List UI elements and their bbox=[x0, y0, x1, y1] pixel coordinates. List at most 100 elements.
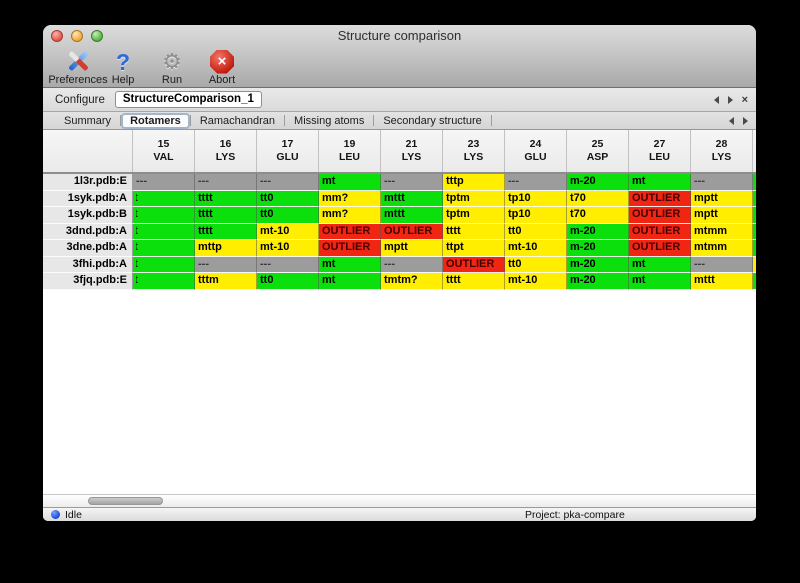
rotamer-cell[interactable]: tttt bbox=[195, 190, 257, 207]
minimize-window-button[interactable] bbox=[71, 30, 83, 42]
rotamer-cell[interactable]: --- bbox=[381, 256, 443, 273]
rotamer-cell[interactable]: mptt bbox=[381, 240, 443, 257]
column-header-15[interactable]: 15 VAL bbox=[133, 130, 195, 172]
column-header-27[interactable]: 27 LEU bbox=[629, 130, 691, 172]
rotamer-cell[interactable]: t bbox=[133, 256, 195, 273]
rotamer-cell[interactable]: mt bbox=[629, 256, 691, 273]
rotamer-cell[interactable]: OUTLIER bbox=[319, 223, 381, 240]
rotamer-cell[interactable]: t bbox=[133, 190, 195, 207]
rotamer-cell[interactable]: mm? bbox=[319, 207, 381, 224]
rotamer-cell[interactable]: mtmm bbox=[691, 223, 753, 240]
rotamer-cell[interactable]: mt-10 bbox=[505, 240, 567, 257]
rotamer-cell[interactable]: mttt bbox=[381, 190, 443, 207]
rotamer-cell[interactable]: mptt bbox=[691, 207, 753, 224]
scrollbar-thumb[interactable] bbox=[88, 497, 163, 505]
row-label[interactable]: 3dne.pdb:A bbox=[43, 240, 133, 257]
rotamer-cell[interactable]: tttt bbox=[195, 223, 257, 240]
rotamer-cell[interactable]: --- bbox=[381, 174, 443, 191]
rotamer-cell[interactable]: tp10 bbox=[505, 207, 567, 224]
column-header-21[interactable]: 21 LYS bbox=[381, 130, 443, 172]
row-label[interactable]: 3dnd.pdb:A bbox=[43, 223, 133, 240]
rotamer-cell[interactable]: tttp bbox=[443, 174, 505, 191]
close-window-button[interactable] bbox=[51, 30, 63, 42]
row-label[interactable]: 1l3r.pdb:E bbox=[43, 174, 133, 191]
preferences-button[interactable]: Preferences bbox=[45, 49, 111, 86]
rotamer-cell[interactable]: mt bbox=[319, 174, 381, 191]
rotamer-cell[interactable]: mm? bbox=[319, 190, 381, 207]
titlebar[interactable]: Structure comparison bbox=[43, 25, 756, 47]
rotamer-cell[interactable]: m-20 bbox=[567, 240, 629, 257]
rotamer-cell[interactable]: mttt bbox=[691, 273, 753, 290]
zoom-window-button[interactable] bbox=[91, 30, 103, 42]
rotamer-cell[interactable]: tttt bbox=[443, 223, 505, 240]
rotamer-cell[interactable]: --- bbox=[133, 174, 195, 191]
column-header-17[interactable]: 17 GLU bbox=[257, 130, 319, 172]
rotamer-cell[interactable]: --- bbox=[195, 256, 257, 273]
rotamer-cell[interactable]: m-20 bbox=[567, 273, 629, 290]
rotamer-cell[interactable]: tptm bbox=[443, 207, 505, 224]
rotamer-cell[interactable]: --- bbox=[195, 174, 257, 191]
tab-ramachandran[interactable]: Ramachandran bbox=[199, 114, 276, 127]
column-header-24[interactable]: 24 GLU bbox=[505, 130, 567, 172]
column-header-16[interactable]: 16 LYS bbox=[195, 130, 257, 172]
configure-name-field[interactable]: StructureComparison_1 bbox=[114, 91, 262, 108]
rotamer-cell[interactable]: OUTLIER bbox=[319, 240, 381, 257]
rotamer-cell[interactable]: --- bbox=[691, 256, 753, 273]
rotamer-cell[interactable]: mt bbox=[319, 256, 381, 273]
rotamer-cell[interactable]: OUTLIER bbox=[629, 240, 691, 257]
rotamer-cell[interactable]: --- bbox=[257, 174, 319, 191]
rotamer-cell[interactable]: mt-10 bbox=[505, 273, 567, 290]
column-header-25[interactable]: 25 ASP bbox=[567, 130, 629, 172]
rotamer-cell[interactable]: m-20 bbox=[567, 174, 629, 191]
next-tab-icon[interactable] bbox=[743, 116, 748, 125]
rotamer-cell[interactable]: m-20 bbox=[567, 256, 629, 273]
rotamer-cell[interactable]: --- bbox=[257, 256, 319, 273]
rotamer-cell[interactable]: mt bbox=[319, 273, 381, 290]
column-header-19[interactable]: 19 LEU bbox=[319, 130, 381, 172]
rotamer-cell[interactable]: tmtm? bbox=[381, 273, 443, 290]
rotamer-cell[interactable]: tp10 bbox=[505, 190, 567, 207]
rotamer-cell[interactable]: t bbox=[133, 273, 195, 290]
tab-secondary-structure[interactable]: Secondary structure bbox=[383, 114, 482, 127]
rotamer-cell[interactable]: OUTLIER bbox=[629, 223, 691, 240]
rotamer-cell[interactable]: OUTLIER bbox=[443, 256, 505, 273]
rotamer-cell[interactable]: tt0 bbox=[257, 207, 319, 224]
next-configuration-icon[interactable] bbox=[727, 95, 733, 104]
rotamer-cell[interactable]: tt0 bbox=[257, 273, 319, 290]
rotamer-cell[interactable]: --- bbox=[691, 174, 753, 191]
rotamer-cell[interactable]: mtmm bbox=[691, 240, 753, 257]
row-label[interactable]: 1syk.pdb:A bbox=[43, 190, 133, 207]
rotamer-cell[interactable]: ttpt bbox=[443, 240, 505, 257]
row-label[interactable]: 3fjq.pdb:E bbox=[43, 273, 133, 290]
close-configuration-icon[interactable]: × bbox=[741, 93, 748, 106]
rotamer-cell[interactable]: OUTLIER bbox=[629, 190, 691, 207]
rotamer-cell[interactable]: tttt bbox=[443, 273, 505, 290]
rotamer-cell[interactable]: t bbox=[133, 240, 195, 257]
horizontal-scrollbar[interactable] bbox=[43, 494, 756, 507]
rotamer-cell[interactable]: tt0 bbox=[257, 190, 319, 207]
tab-summary[interactable]: Summary bbox=[64, 114, 112, 127]
rotamer-cell[interactable]: t70 bbox=[567, 207, 629, 224]
rotamer-cell[interactable]: mt-10 bbox=[257, 223, 319, 240]
rotamer-cell[interactable]: mttt bbox=[381, 207, 443, 224]
row-label[interactable]: 1syk.pdb:B bbox=[43, 207, 133, 224]
rotamer-cell[interactable]: tttt bbox=[195, 207, 257, 224]
rotamer-cell[interactable]: mt bbox=[629, 273, 691, 290]
rotamer-cell[interactable]: tttm bbox=[195, 273, 257, 290]
rotamer-cell[interactable]: --- bbox=[505, 174, 567, 191]
rotamer-cell[interactable]: mt bbox=[629, 174, 691, 191]
rotamer-cell[interactable]: t bbox=[133, 223, 195, 240]
column-header-23[interactable]: 23 LYS bbox=[443, 130, 505, 172]
rotamer-cell[interactable]: mt-10 bbox=[257, 240, 319, 257]
rotamer-cell[interactable]: OUTLIER bbox=[629, 207, 691, 224]
tab-rotamers[interactable]: Rotamers bbox=[121, 112, 190, 129]
rotamer-cell[interactable]: t70 bbox=[567, 190, 629, 207]
prev-tab-icon[interactable] bbox=[729, 116, 734, 125]
rotamer-cell[interactable]: m-20 bbox=[567, 223, 629, 240]
rotamer-cell[interactable]: tt0 bbox=[505, 223, 567, 240]
rotamer-cell[interactable]: OUTLIER bbox=[381, 223, 443, 240]
rotamer-cell[interactable]: t bbox=[133, 207, 195, 224]
rotamer-cell[interactable]: mttp bbox=[195, 240, 257, 257]
tab-missing-atoms[interactable]: Missing atoms bbox=[294, 114, 365, 127]
row-label[interactable]: 3fhi.pdb:A bbox=[43, 256, 133, 273]
